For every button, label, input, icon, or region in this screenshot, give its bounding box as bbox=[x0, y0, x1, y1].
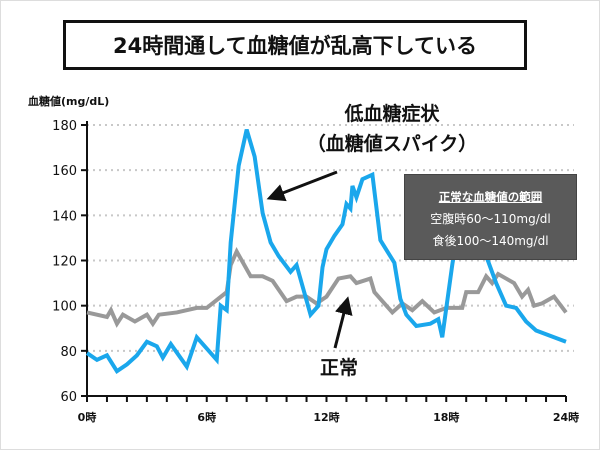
annotation-spike-sub: （血糖値スパイク） bbox=[307, 132, 478, 155]
chart-title: 24時間通して血糖値が乱高下している bbox=[63, 20, 527, 70]
x-tick-label: 12時 bbox=[313, 410, 339, 424]
arrow-to-normal bbox=[333, 296, 353, 349]
y-axis-label: 血糖値(mg/dL) bbox=[28, 94, 109, 108]
postmeal-range: 食後100〜140mg/dl bbox=[432, 234, 549, 248]
x-tick-label: 24時 bbox=[553, 410, 579, 424]
series-line-normal bbox=[86, 247, 568, 328]
y-tick-label: 160 bbox=[52, 164, 77, 179]
series-line-spike bbox=[85, 128, 567, 374]
normal-range-box: 正常な血糖値の範囲 空腹時60〜110mg/dl 食後100〜140mg/dl bbox=[404, 174, 577, 260]
x-tick-label: 18時 bbox=[433, 410, 459, 424]
y-tick-label: 80 bbox=[60, 345, 77, 360]
y-tick-label: 120 bbox=[52, 255, 77, 270]
normal-range-heading: 正常な血糖値の範囲 bbox=[438, 190, 543, 204]
annotation-normal: 正常 bbox=[320, 356, 358, 379]
arrow-to-spike bbox=[266, 170, 338, 202]
x-tick-label: 0時 bbox=[78, 410, 97, 424]
annotation-spike: 低血糖症状 bbox=[343, 102, 440, 125]
fasting-range: 空腹時60〜110mg/dl bbox=[430, 212, 551, 226]
x-tick-label: 6時 bbox=[197, 410, 216, 424]
y-tick-label: 180 bbox=[52, 119, 77, 134]
y-tick-label: 140 bbox=[52, 209, 77, 224]
y-tick-label: 100 bbox=[52, 300, 77, 315]
y-tick-label: 60 bbox=[60, 390, 77, 405]
